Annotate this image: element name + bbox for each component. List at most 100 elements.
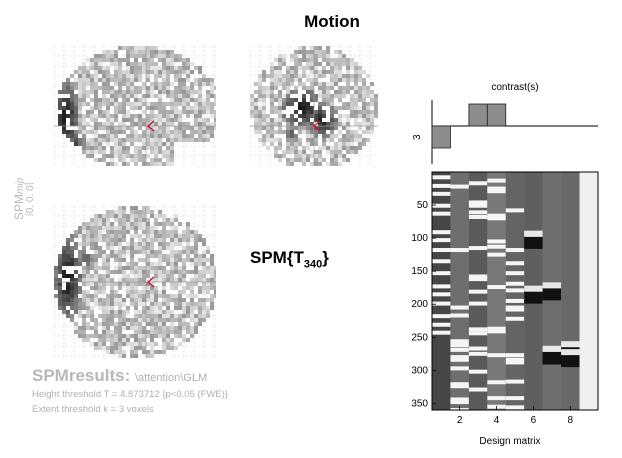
mip-voxel: [186, 230, 190, 234]
design-matrix-regressor-event: [469, 181, 487, 185]
mip-voxel: [314, 134, 318, 138]
mip-voxel: [186, 114, 190, 118]
mip-voxel: [134, 106, 138, 110]
mip-voxel: [158, 234, 162, 238]
mip-coronal-view[interactable]: [250, 46, 378, 166]
mip-voxel: [306, 110, 310, 114]
mip-voxel: [190, 126, 194, 130]
mip-voxel: [354, 86, 358, 90]
mip-voxel: [78, 122, 82, 126]
mip-voxel: [118, 326, 122, 330]
mip-voxel: [134, 114, 138, 118]
mip-voxel: [190, 314, 194, 318]
mip-voxel: [118, 234, 122, 238]
mip-voxel: [130, 318, 134, 322]
mip-voxel: [154, 82, 158, 86]
mip-voxel: [322, 114, 326, 118]
mip-voxel: [122, 298, 126, 302]
mip-voxel: [114, 134, 118, 138]
mip-voxel: [158, 326, 162, 330]
mip-voxel: [142, 206, 146, 210]
mip-voxel: [282, 86, 286, 90]
mip-voxel: [206, 278, 210, 282]
mip-voxel: [130, 62, 134, 66]
mip-voxel: [186, 134, 190, 138]
mip-voxel: [74, 258, 78, 262]
mip-voxel: [190, 330, 194, 334]
mip-voxel: [110, 346, 114, 350]
mip-voxel: [170, 338, 174, 342]
mip-voxel: [158, 222, 162, 226]
mip-voxel: [102, 138, 106, 142]
mip-voxel: [130, 82, 134, 86]
mip-voxel: [138, 298, 142, 302]
mip-voxel: [146, 238, 150, 242]
mip-voxel: [342, 62, 346, 66]
mip-axial-view[interactable]: [54, 206, 216, 358]
mip-voxel: [178, 278, 182, 282]
mip-voxel: [370, 82, 374, 86]
mip-voxel: [154, 302, 158, 306]
mip-voxel: [146, 322, 150, 326]
mip-voxel: [278, 130, 282, 134]
design-matrix-xtick-label: 8: [568, 415, 574, 426]
mip-voxel: [166, 158, 170, 162]
mip-voxel: [142, 110, 146, 114]
mip-voxel: [162, 258, 166, 262]
mip-voxel: [122, 130, 126, 134]
mip-voxel: [130, 254, 134, 258]
mip-voxel: [310, 66, 314, 70]
mip-voxel: [162, 318, 166, 322]
mip-voxel: [270, 86, 274, 90]
mip-voxel: [106, 114, 110, 118]
mip-voxel: [142, 158, 146, 162]
mip-voxel: [286, 90, 290, 94]
mip-voxel: [286, 162, 290, 166]
mip-voxel: [210, 270, 214, 274]
mip-voxel: [90, 114, 94, 118]
design-matrix-regressor-event: [506, 271, 524, 275]
mip-voxel: [130, 126, 134, 130]
mip-voxel: [278, 90, 282, 94]
design-matrix-xtick-label: 6: [531, 415, 537, 426]
mip-voxel: [106, 318, 110, 322]
mip-voxel: [126, 114, 130, 118]
mip-voxel: [98, 302, 102, 306]
mip-voxel: [194, 90, 198, 94]
mip-voxel: [62, 302, 66, 306]
mip-voxel: [306, 74, 310, 78]
mip-voxel: [114, 270, 118, 274]
mip-voxel: [86, 154, 90, 158]
mip-voxel: [198, 318, 202, 322]
contrast-plot[interactable]: 3: [400, 96, 610, 168]
mip-voxel: [78, 314, 82, 318]
mip-voxel: [326, 58, 330, 62]
mip-voxel: [306, 106, 310, 110]
mip-voxel: [270, 142, 274, 146]
mip-voxel: [110, 270, 114, 274]
mip-voxel: [78, 306, 82, 310]
mip-voxel: [334, 134, 338, 138]
mip-voxel: [370, 94, 374, 98]
mip-voxel: [158, 254, 162, 258]
mip-voxel: [150, 246, 154, 250]
mip-voxel: [174, 114, 178, 118]
mip-voxel: [134, 338, 138, 342]
mip-voxel: [342, 54, 346, 58]
mip-voxel: [142, 246, 146, 250]
mip-voxel: [186, 222, 190, 226]
mip-voxel: [122, 206, 126, 210]
mip-voxel: [346, 134, 350, 138]
mip-voxel: [142, 274, 146, 278]
mip-voxel: [166, 258, 170, 262]
mip-voxel: [314, 162, 318, 166]
mip-voxel: [150, 138, 154, 142]
mip-voxel: [302, 70, 306, 74]
mip-voxel: [154, 274, 158, 278]
mip-voxel: [198, 82, 202, 86]
mip-voxel: [194, 82, 198, 86]
mip-voxel: [206, 82, 210, 86]
mip-sagittal-view[interactable]: [54, 46, 216, 166]
mip-voxel: [358, 66, 362, 70]
